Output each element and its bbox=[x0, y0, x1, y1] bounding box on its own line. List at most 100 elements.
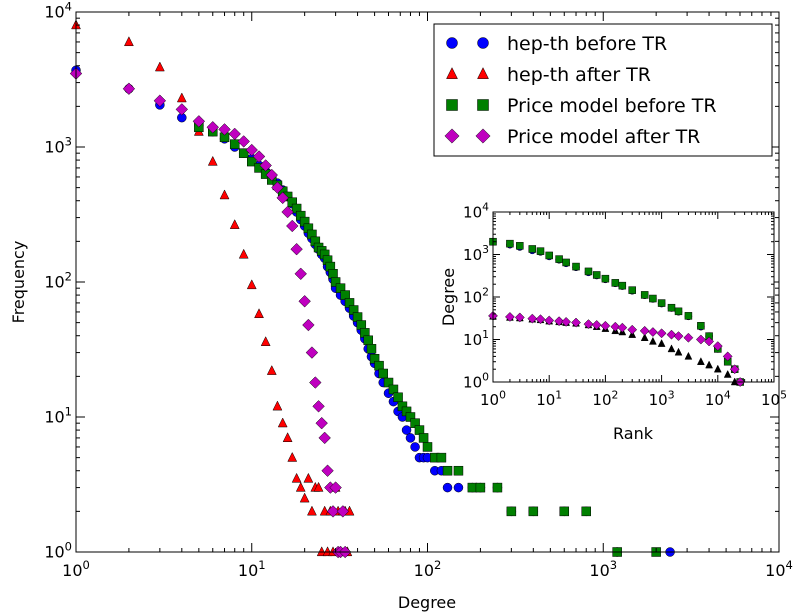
data-point bbox=[696, 357, 705, 365]
data-point bbox=[329, 481, 342, 494]
x-tick-label: 101 bbox=[238, 558, 266, 580]
data-point bbox=[276, 191, 289, 205]
data-point bbox=[723, 369, 732, 378]
main-chart: 100 101 102 103 104 100 101 102 103 104 Degree F… bbox=[9, 0, 793, 612]
x-tick-label: 104 bbox=[705, 388, 731, 409]
data-point bbox=[722, 351, 733, 362]
data-point bbox=[528, 506, 539, 517]
data-point bbox=[617, 322, 628, 333]
inset-y-axis-label: Degree bbox=[439, 268, 458, 326]
data-point bbox=[229, 139, 240, 149]
legend: hep-th before TR hep-th after TR Price mod… bbox=[433, 23, 773, 157]
data-point bbox=[657, 299, 666, 307]
data-point bbox=[649, 294, 657, 303]
data-point bbox=[410, 442, 420, 452]
legend-marker bbox=[446, 99, 458, 111]
legend-entry: Price model before TR bbox=[446, 95, 717, 117]
data-point bbox=[259, 159, 272, 172]
data-point bbox=[305, 346, 319, 359]
data-point bbox=[684, 351, 693, 360]
legend-entry: hep-th after TR bbox=[446, 64, 651, 86]
legend-marker bbox=[444, 128, 460, 144]
data-point bbox=[572, 262, 580, 271]
x-tick-label: 102 bbox=[414, 558, 442, 580]
main-tick-marks bbox=[75, 11, 780, 553]
data-point bbox=[674, 307, 683, 316]
data-point bbox=[506, 239, 514, 248]
data-point bbox=[666, 329, 677, 340]
x-tick-label: 102 bbox=[592, 388, 618, 409]
data-point bbox=[228, 127, 241, 141]
y-tick-label: 102 bbox=[463, 286, 489, 307]
data-point bbox=[611, 279, 620, 287]
data-point bbox=[366, 344, 377, 354]
data-point bbox=[238, 148, 249, 158]
data-point bbox=[272, 400, 283, 411]
data-point bbox=[266, 365, 277, 375]
data-point bbox=[219, 189, 230, 200]
data-point bbox=[442, 482, 453, 493]
legend-entry: Price model after TR bbox=[444, 126, 700, 148]
data-point bbox=[674, 347, 683, 356]
y-tick-label: 102 bbox=[44, 269, 72, 291]
main-data-points bbox=[69, 19, 675, 559]
data-point bbox=[559, 506, 570, 517]
legend-marker bbox=[475, 128, 491, 144]
main-y-axis-label: Frequency bbox=[9, 241, 28, 324]
data-point bbox=[673, 331, 684, 342]
data-point bbox=[312, 400, 325, 413]
data-point bbox=[247, 156, 257, 167]
data-point bbox=[581, 506, 591, 517]
data-point bbox=[647, 327, 658, 337]
data-point bbox=[401, 425, 412, 435]
data-point bbox=[254, 308, 264, 319]
data-point bbox=[656, 328, 667, 339]
data-point bbox=[303, 472, 314, 483]
data-point bbox=[684, 312, 693, 320]
data-point bbox=[453, 482, 464, 493]
data-point bbox=[628, 286, 636, 294]
y-tick-label: 100 bbox=[44, 539, 72, 561]
data-point bbox=[281, 205, 294, 219]
x-tick-label: 100 bbox=[62, 558, 90, 580]
data-point bbox=[713, 364, 722, 373]
y-tick-label: 101 bbox=[463, 328, 489, 349]
data-point bbox=[246, 279, 257, 290]
data-point bbox=[705, 360, 713, 369]
data-point bbox=[528, 245, 537, 253]
inset-x-axis-label: Rank bbox=[613, 424, 654, 443]
data-point bbox=[544, 315, 555, 326]
legend-entry: hep-th before TR bbox=[446, 33, 667, 55]
data-point bbox=[583, 319, 594, 330]
inset-tick-marks bbox=[492, 211, 775, 383]
data-point bbox=[287, 451, 298, 462]
data-point bbox=[648, 336, 657, 345]
legend-entries: hep-th before TR hep-th after TR Price mod… bbox=[444, 33, 717, 148]
x-tick-label: 103 bbox=[589, 558, 617, 580]
data-point bbox=[639, 325, 650, 336]
y-tick-label: 103 bbox=[463, 243, 489, 264]
inset-x-tick-labels: 100 101 102 103 104 105 bbox=[480, 388, 787, 409]
data-point bbox=[627, 324, 638, 335]
data-point bbox=[536, 247, 545, 255]
data-point bbox=[265, 168, 278, 182]
data-point bbox=[315, 416, 328, 430]
data-point bbox=[175, 103, 189, 116]
data-point bbox=[592, 271, 601, 279]
data-point bbox=[302, 318, 315, 332]
legend-label: Price model before TR bbox=[507, 95, 717, 117]
data-point bbox=[657, 339, 666, 347]
data-point bbox=[545, 251, 553, 260]
data-point bbox=[291, 472, 302, 483]
x-tick-label: 103 bbox=[649, 388, 675, 409]
data-point bbox=[393, 392, 403, 403]
legend-box bbox=[433, 23, 773, 157]
data-point bbox=[729, 364, 740, 375]
data-point bbox=[591, 320, 602, 330]
data-point bbox=[442, 465, 453, 476]
data-point bbox=[318, 431, 331, 445]
data-point bbox=[336, 505, 350, 518]
data-point bbox=[683, 332, 694, 343]
